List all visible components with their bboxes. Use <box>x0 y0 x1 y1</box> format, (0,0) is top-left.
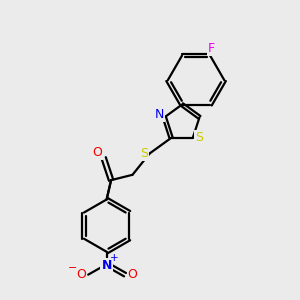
Text: F: F <box>208 42 215 55</box>
Text: +: + <box>110 253 118 263</box>
Text: O: O <box>92 146 102 159</box>
Text: N: N <box>101 259 112 272</box>
Text: O: O <box>128 268 137 281</box>
Text: −: − <box>68 263 77 273</box>
Text: O: O <box>76 268 86 281</box>
Text: N: N <box>154 109 164 122</box>
Text: S: S <box>140 148 148 160</box>
Text: S: S <box>195 131 203 144</box>
